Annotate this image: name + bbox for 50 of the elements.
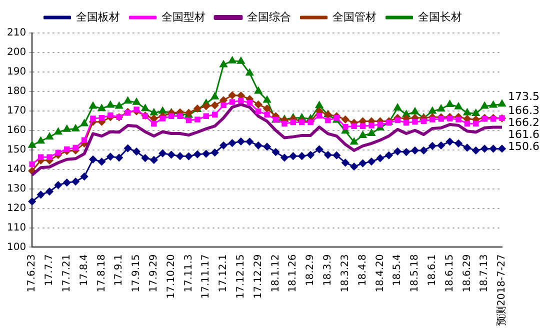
x-tick-label: 预测2018-7-27: [496, 254, 508, 326]
annotation: 173.5: [508, 90, 540, 103]
annotation: 161.6: [508, 128, 540, 141]
x-tick-label: 17.9.1: [114, 254, 125, 286]
x-tick-label: 17.10.20: [166, 254, 177, 299]
annotation: 150.6: [508, 140, 540, 153]
x-tick-label: 17.12.1: [218, 254, 230, 292]
x-tick-label: 18.1.26: [288, 254, 299, 292]
x-tick-label: 18.6.15: [444, 254, 456, 292]
x-tick-label: 17.11.17: [200, 254, 212, 299]
y-tick-label: 140: [6, 164, 26, 175]
x-tick-label: 17.12.15: [236, 254, 247, 299]
legend-label: 全国管材: [332, 10, 376, 24]
annotation: 166.2: [508, 116, 540, 129]
x-tick-label: 17.6.23: [26, 254, 38, 292]
y-tick-label: 210: [6, 28, 26, 39]
x-tick-label: 18.2.9: [305, 254, 316, 286]
y-tick-label: 170: [6, 106, 26, 116]
x-tick-label: 18.4.20: [374, 254, 386, 292]
x-tick-label: 18.5.18: [410, 254, 421, 292]
x-tick-label: 17.12.29: [252, 254, 264, 299]
x-tick-label: 18.3.23: [340, 254, 351, 292]
legend-label: 全国综合: [246, 10, 291, 24]
x-tick-label: 18.7.13: [479, 254, 490, 292]
x-tick-label: 18.5.4: [392, 254, 404, 286]
y-tick-label: 160: [6, 124, 26, 136]
y-tick-label: 110: [6, 222, 26, 234]
x-tick-label: 17.7.7: [44, 254, 56, 286]
x-tick-label: 17.9.15: [131, 254, 142, 292]
x-tick-label: 18.1.12: [270, 254, 282, 292]
legend-label: 全国板材: [76, 10, 120, 24]
legend-label: 全国型材: [161, 10, 206, 24]
x-tick-label: 18.6.1: [426, 254, 438, 286]
y-tick-label: 190: [6, 66, 26, 78]
x-tick-label: 17.11.3: [183, 254, 194, 292]
x-tick-label: 18.4.8: [357, 254, 368, 286]
y-tick-label: 200: [6, 47, 26, 58]
y-tick-label: 120: [6, 202, 26, 214]
y-tick-label: 180: [6, 86, 26, 98]
x-tick-label: 18.3.9: [322, 254, 334, 286]
legend-label: 全国长材: [418, 10, 462, 24]
y-tick-label: 150: [6, 144, 26, 156]
y-tick-label: 130: [6, 183, 26, 194]
y-tick-label: 100: [6, 242, 26, 253]
x-tick-label: 17.7.21: [61, 254, 72, 292]
x-tick-label: 17.8.18: [96, 254, 108, 292]
annotation: 166.3: [508, 104, 540, 117]
x-tick-label: 17.9.29: [148, 254, 160, 292]
x-tick-label: 17.8.4: [78, 254, 90, 286]
x-tick-label: 18.6.29: [462, 254, 473, 292]
